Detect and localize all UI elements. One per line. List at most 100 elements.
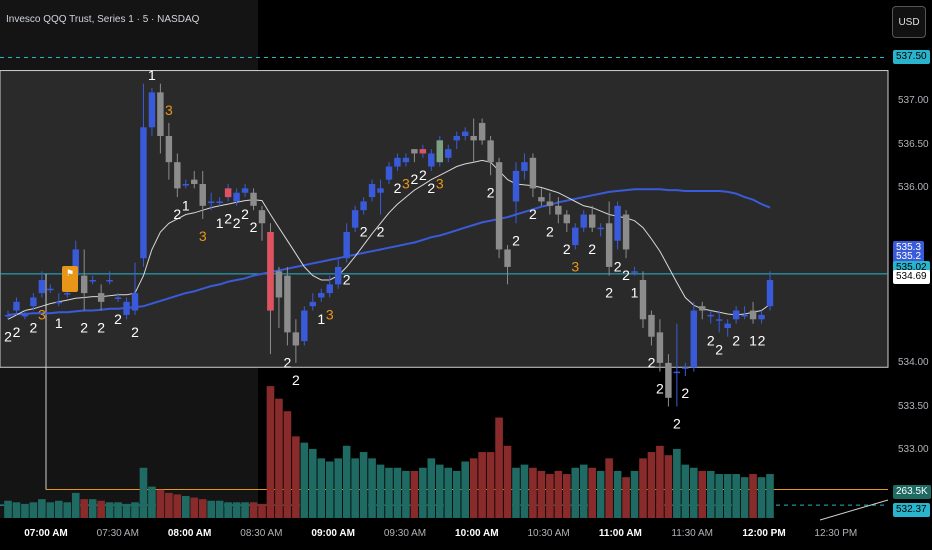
signal-label: 2 <box>512 232 520 248</box>
signal-label: 2 <box>419 167 427 183</box>
candle-body <box>512 170 520 202</box>
signal-label: 2 <box>588 241 596 257</box>
time-tick-label: 07:00 AM <box>24 528 68 539</box>
volume-bar <box>131 502 139 518</box>
volume-bar <box>198 499 207 518</box>
candle-body <box>453 136 460 141</box>
volume-bar <box>639 458 647 518</box>
candle-body <box>258 210 266 224</box>
volume-bar <box>80 499 89 518</box>
volume-bar <box>622 477 630 518</box>
volume-bar <box>596 470 605 518</box>
note-marker[interactable]: ⚑ <box>62 266 78 292</box>
volume-bar <box>4 500 12 518</box>
volume-bar <box>148 486 156 518</box>
candle-body <box>699 306 706 311</box>
signal-label: 2 <box>233 215 241 231</box>
candle-body <box>580 214 587 228</box>
candle-body <box>216 201 223 203</box>
candle-body <box>656 332 664 363</box>
candle-body <box>233 192 240 202</box>
range-box <box>0 70 889 368</box>
signal-label: 2 <box>614 258 622 274</box>
volume-bar <box>122 503 131 518</box>
candle-body <box>360 201 367 211</box>
candle-body <box>749 310 757 320</box>
volume-bar <box>376 464 385 518</box>
volume-bar <box>300 442 309 518</box>
volume-bar <box>54 500 63 518</box>
volume-bar <box>224 502 232 518</box>
candle-body <box>504 249 511 267</box>
signal-label: 1 <box>55 315 63 331</box>
time-tick-label: 07:30 AM <box>96 528 139 539</box>
candle-body <box>165 136 173 163</box>
volume-bar <box>435 464 444 518</box>
candle-body <box>343 232 350 259</box>
candle-body <box>318 293 325 298</box>
price-tick-label: 536.50 <box>898 138 929 150</box>
candle-body <box>487 140 494 163</box>
candle-body <box>639 280 647 320</box>
candle-body <box>572 227 579 246</box>
volume-bar <box>588 467 597 518</box>
signal-label: 1 <box>182 197 190 213</box>
candle-body <box>588 214 596 228</box>
candle-body <box>292 332 300 346</box>
candle-body <box>741 314 748 317</box>
volume-bar <box>546 474 554 518</box>
signal-label: 2 <box>681 385 689 401</box>
candle-body <box>605 223 613 267</box>
candle-body <box>758 314 765 320</box>
volume-bar <box>173 494 182 518</box>
volume-bar <box>359 452 368 518</box>
currency-button[interactable]: USD <box>892 6 926 38</box>
time-tick-label: 12:30 PM <box>814 528 858 539</box>
signal-label: 3 <box>571 258 579 274</box>
signal-label: 2 <box>97 320 105 336</box>
price-tag: 263.5K <box>893 484 931 499</box>
volume-bar <box>715 474 724 518</box>
time-tick-label: 09:30 AM <box>383 528 427 539</box>
volume-bar <box>207 500 216 518</box>
volume-bar <box>571 467 580 518</box>
highlight-candle <box>419 149 427 154</box>
candle-body <box>55 301 63 304</box>
signal-label: 3 <box>402 176 410 192</box>
volume-bar <box>393 467 402 518</box>
candle-body <box>538 197 545 202</box>
volume-bar <box>419 467 427 518</box>
volume-bar <box>46 502 55 518</box>
signal-label: 1 <box>749 333 757 349</box>
volume-bar <box>317 458 326 518</box>
candle-body <box>555 205 562 215</box>
candle-body <box>495 162 503 250</box>
candle-body <box>478 122 486 141</box>
candle-body <box>461 131 469 136</box>
candle-body <box>445 149 452 158</box>
signal-label: 2 <box>487 184 495 200</box>
price-tick-label: 533.00 <box>898 444 929 456</box>
candle-body <box>707 314 714 317</box>
candle-body <box>191 179 198 184</box>
candle-body <box>614 205 621 241</box>
volume-bar <box>766 474 774 518</box>
signal-label: 2 <box>563 241 571 257</box>
volume-bar <box>512 467 520 518</box>
volume-bar <box>562 474 571 518</box>
volume-bar <box>325 461 334 518</box>
volume-bar <box>469 458 478 518</box>
signal-label: 2 <box>605 285 613 301</box>
volume-bar <box>258 503 266 518</box>
volume-bar <box>21 503 29 518</box>
volume-bar <box>190 497 199 518</box>
candle-body <box>89 280 96 282</box>
candle-body <box>131 293 139 311</box>
candle-body <box>30 297 37 307</box>
candle-body <box>715 319 723 321</box>
signal-label: 2 <box>250 219 258 235</box>
signal-label: 2 <box>715 341 723 357</box>
signal-label: 2 <box>343 272 351 288</box>
candle-body <box>682 367 689 369</box>
